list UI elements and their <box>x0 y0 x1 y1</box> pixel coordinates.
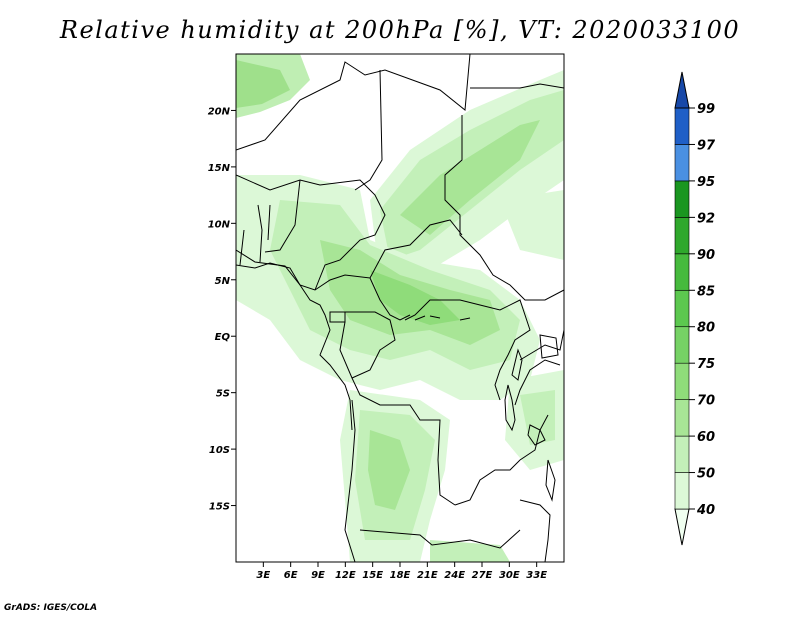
colorbar-label: 92 <box>697 211 715 226</box>
lat-tick-label: 15N <box>208 163 231 174</box>
colorbar-label: 90 <box>697 248 715 263</box>
lat-tick-label: 10S <box>209 445 230 456</box>
colorbar-swatch <box>674 253 690 291</box>
lon-tick-label: 15E <box>362 570 383 581</box>
colorbar-label: 60 <box>697 430 715 445</box>
colorbar-swatch <box>674 217 690 255</box>
colorbar-swatch <box>674 107 690 145</box>
colorbar-label: 50 <box>697 467 715 482</box>
lat-tick-label: 5S <box>216 389 230 400</box>
colorbar-label: 75 <box>697 357 715 372</box>
lon-tick-label: 12E <box>335 570 356 581</box>
colorbar: 40 50 60 70 75 80 85 90 92 95 97 99 <box>674 71 716 546</box>
lat-tick-label: 20N <box>208 106 231 117</box>
country-borders <box>236 54 564 562</box>
colorbar-swatch <box>674 472 690 510</box>
lon-tick-label: 30E <box>499 570 520 581</box>
colorbar-label: 97 <box>697 138 716 153</box>
colorbar-swatch <box>674 362 690 400</box>
colorbar-label: 99 <box>697 102 715 117</box>
humidity-field <box>236 54 564 562</box>
lon-tick-label: 24E <box>444 570 465 581</box>
lon-tick-label: 3E <box>256 570 270 581</box>
lat-tick-label: 15S <box>209 502 230 513</box>
credit-label: GrADS: IGES/COLA <box>4 603 98 613</box>
lon-tick-label: 18E <box>390 570 411 581</box>
colorbar-swatch <box>674 180 690 218</box>
colorbar-swatch <box>674 399 690 437</box>
lon-tick-label: 27E <box>472 570 493 581</box>
colorbar-swatch <box>674 326 690 364</box>
latitude-axis: 20N 15N 10N 5N EQ 5S 10S 15S <box>208 106 236 513</box>
colorbar-label: 40 <box>696 503 715 518</box>
colorbar-label: 70 <box>697 394 715 409</box>
lon-tick-label: 33E <box>526 570 547 581</box>
lon-tick-label: 9E <box>311 570 325 581</box>
colorbar-lower-extend <box>674 508 690 546</box>
colorbar-swatch <box>674 435 690 473</box>
colorbar-swatch <box>674 289 690 328</box>
colorbar-swatch <box>674 144 690 182</box>
lon-tick-label: 6E <box>284 570 298 581</box>
lat-tick-label: 10N <box>208 219 231 230</box>
longitude-axis: 3E 6E 9E 12E 15E 18E 21E 24E 27E 30E 33E <box>256 562 547 581</box>
lat-tick-label: EQ <box>215 332 231 343</box>
colorbar-label: 80 <box>697 321 715 336</box>
lon-tick-label: 21E <box>417 570 438 581</box>
colorbar-upper-extend <box>674 71 690 109</box>
colorbar-label: 95 <box>697 175 715 190</box>
chart-title: Relative humidity at 200hPa [%], VT: 202… <box>59 16 741 44</box>
colorbar-label: 85 <box>697 284 715 299</box>
lat-tick-label: 5N <box>215 276 231 287</box>
